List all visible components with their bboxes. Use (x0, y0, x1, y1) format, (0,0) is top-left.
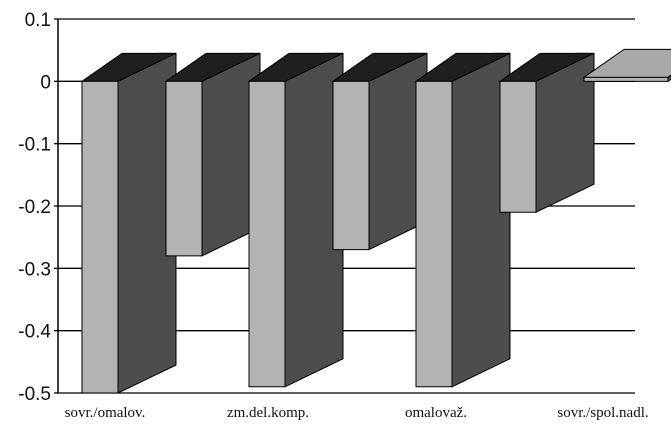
y-tick-label: -0.1 (18, 135, 51, 156)
bar (414, 52, 511, 388)
bar (164, 52, 261, 257)
bar (247, 52, 344, 388)
y-tick-label: -0.4 (18, 322, 51, 343)
y-tick-label: 0 (40, 72, 51, 93)
y-tick-label: -0.5 (18, 384, 51, 405)
bar (498, 52, 595, 214)
bar (582, 48, 671, 83)
bar-top-face (582, 48, 671, 78)
y-axis-ticks: 0.1 0 -0.1 -0.2 -0.3 -0.4 -0.5 (18, 10, 58, 405)
bar-front-face (165, 80, 203, 257)
y-tick-label: 0.1 (25, 10, 51, 31)
bars (80, 48, 671, 394)
bar-front-face (499, 80, 537, 213)
bar-front-face (248, 80, 286, 388)
x-axis-labels: sovr./omalov. zm.del.komp. omalovaž. sovr./… (65, 405, 649, 421)
x-category-label: sovr./spol.nadl. (557, 405, 648, 421)
y-tick-label: -0.3 (18, 259, 51, 280)
x-category-label: omalovaž. (405, 405, 467, 421)
bar (80, 52, 177, 394)
bar-front-face (415, 80, 453, 388)
y-tick-label: -0.2 (18, 197, 51, 218)
bar-front-face (583, 76, 669, 82)
bar-side-face (667, 74, 671, 83)
x-category-label: sovr./omalov. (65, 405, 146, 421)
x-category-label: zm.del.komp. (227, 405, 309, 421)
bar-front-face (332, 80, 370, 251)
bar-front-face (81, 80, 119, 394)
bar (331, 52, 428, 251)
